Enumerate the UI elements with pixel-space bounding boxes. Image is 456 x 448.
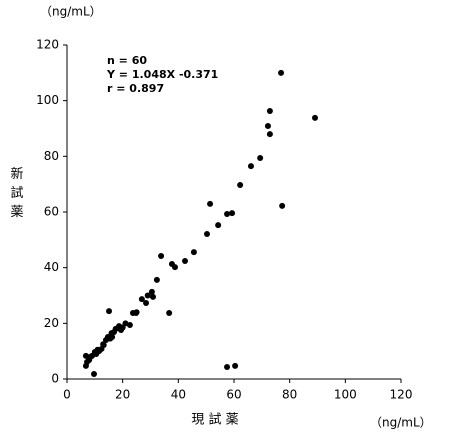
point — [143, 300, 150, 307]
point — [266, 107, 273, 114]
point — [133, 309, 140, 316]
x-tick-label: 60 — [226, 388, 241, 402]
annotation: n = 60 — [107, 54, 147, 67]
y-tick-label: 0 — [51, 372, 59, 386]
x-tick-label: 40 — [171, 388, 186, 402]
point — [112, 325, 119, 332]
y-tick-label: 60 — [44, 205, 59, 219]
point — [311, 114, 318, 121]
x-tick-label: 100 — [334, 388, 357, 402]
point — [278, 69, 285, 76]
y-tick-label: 120 — [36, 38, 59, 52]
point — [224, 210, 231, 217]
x-tick-label: 20 — [115, 388, 130, 402]
point — [153, 276, 160, 283]
point — [264, 122, 271, 129]
point — [107, 335, 114, 342]
point — [204, 230, 211, 237]
point — [215, 222, 222, 229]
x-tick-label: 0 — [63, 388, 71, 402]
point — [86, 356, 93, 363]
point — [279, 202, 286, 209]
y-tick-label: 100 — [36, 93, 59, 107]
point — [257, 155, 264, 162]
annotation: r = 0.897 — [107, 82, 164, 95]
point — [106, 308, 113, 315]
y-tick-label: 20 — [44, 316, 59, 330]
point — [108, 330, 115, 337]
point — [144, 292, 151, 299]
point — [166, 310, 173, 317]
point — [171, 264, 178, 271]
y-tick-label: 80 — [44, 149, 59, 163]
point — [100, 341, 107, 348]
point — [224, 364, 231, 371]
y-tick-label: 40 — [44, 260, 59, 274]
point — [207, 200, 214, 207]
point — [232, 362, 239, 369]
point — [158, 252, 165, 259]
point — [122, 320, 129, 327]
point — [247, 163, 254, 170]
y-unit-label: （ng/mL） — [40, 5, 102, 19]
point — [90, 370, 97, 377]
point — [94, 346, 101, 353]
point — [150, 293, 157, 300]
point — [82, 362, 89, 369]
point — [138, 296, 145, 303]
point — [182, 257, 189, 264]
y-axis-label: 新試薬 — [8, 166, 24, 224]
x-axis-label: 現 試 薬 — [191, 412, 238, 428]
annotation: Y = 1.048X -0.371 — [106, 68, 218, 81]
point — [190, 249, 197, 256]
x-tick-label: 80 — [282, 388, 297, 402]
x-unit-label: （ng/mL） — [370, 416, 432, 430]
point — [237, 182, 244, 189]
point — [266, 131, 273, 138]
point — [148, 288, 155, 295]
x-tick-label: 120 — [390, 388, 413, 402]
point — [229, 210, 236, 217]
